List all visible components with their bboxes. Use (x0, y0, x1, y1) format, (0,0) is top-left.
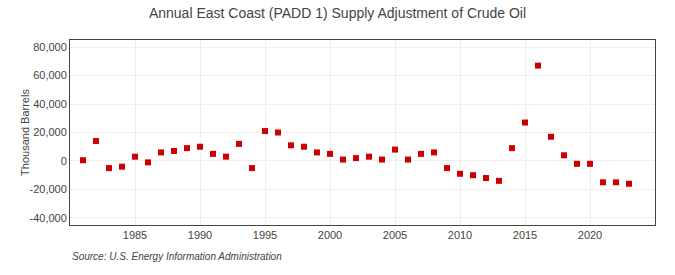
svg-text:2000: 2000 (318, 229, 342, 241)
svg-text:60,000: 60,000 (33, 69, 67, 81)
svg-text:2020: 2020 (578, 229, 602, 241)
svg-text:40,000: 40,000 (33, 98, 67, 110)
svg-text:80,000: 80,000 (33, 41, 67, 53)
svg-text:-40,000: -40,000 (29, 212, 66, 224)
svg-text:Source: U.S. Energy Informatio: Source: U.S. Energy Information Administ… (72, 251, 282, 262)
svg-text:20,000: 20,000 (33, 126, 67, 138)
svg-text:1990: 1990 (188, 229, 212, 241)
svg-text:2005: 2005 (383, 229, 407, 241)
svg-text:-20,000: -20,000 (29, 183, 66, 195)
svg-text:0: 0 (61, 155, 67, 167)
svg-text:1985: 1985 (123, 229, 147, 241)
svg-text:Annual East Coast (PADD 1) Sup: Annual East Coast (PADD 1) Supply Adjust… (149, 5, 526, 21)
svg-text:2010: 2010 (448, 229, 472, 241)
svg-text:1995: 1995 (253, 229, 277, 241)
svg-text:Thousand Barrels: Thousand Barrels (19, 89, 31, 176)
svg-text:2015: 2015 (513, 229, 537, 241)
